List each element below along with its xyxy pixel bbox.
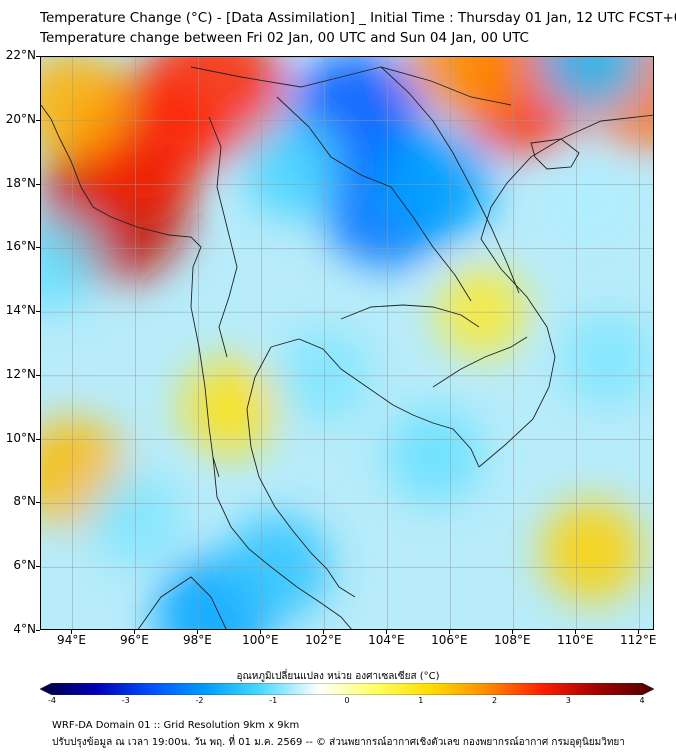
field-anomaly-21	[548, 156, 636, 245]
border-laos-vietnam	[380, 66, 520, 294]
lat-label-3: 16°N	[5, 239, 36, 254]
lat-label-2: 18°N	[5, 175, 36, 190]
field-anomaly-22	[41, 216, 99, 313]
lat-label-7: 8°N	[13, 494, 36, 509]
border-thai-cambodia	[340, 304, 480, 328]
coastline-peninsula-west	[212, 456, 352, 629]
lon-tick-2	[197, 630, 199, 634]
lat-tick-3	[36, 247, 40, 249]
field-anomaly-6	[406, 57, 526, 117]
border-china	[190, 66, 512, 106]
lon-tick-0	[71, 630, 73, 634]
coastline-hainan	[530, 138, 580, 170]
field-anomaly-20	[561, 313, 653, 407]
temperature-change-map	[41, 57, 653, 629]
coastline-peninsula-east	[246, 346, 356, 598]
field-anomaly-2	[145, 57, 284, 158]
border-thai-myanmar	[208, 116, 238, 358]
field-anomaly-10	[541, 500, 643, 603]
lat-tick-9	[36, 630, 40, 631]
lon-tick-9	[638, 630, 640, 634]
field-anomaly-8	[181, 359, 278, 456]
lon-tick-6	[449, 630, 451, 634]
lon-tick-5	[386, 630, 388, 634]
colorbar-label: อุณหภูมิเปลี่ยนแปลง หน่วย องศาเซลเซียส (…	[236, 671, 440, 682]
lon-label-3: 100°E	[242, 633, 279, 647]
footer-credits: ปรับปรุงข้อมูล ณ เวลา 19:00น. วัน พฤ. ที…	[52, 737, 625, 748]
lat-lon-grid	[41, 57, 653, 629]
lon-label-6: 106°E	[431, 633, 468, 647]
lat-tick-2	[36, 183, 40, 185]
coastline-vietnam	[478, 114, 653, 468]
lon-label-0: 94°E	[57, 633, 86, 647]
colorbar	[39, 680, 655, 696]
coastline-myanmar	[41, 104, 220, 478]
colorbar-tick-0: -4	[48, 696, 56, 705]
lat-tick-0	[36, 56, 40, 57]
colorbar-tick-2: -2	[195, 696, 204, 705]
lon-label-7: 108°E	[494, 633, 531, 647]
lon-label-9: 112°E	[620, 633, 657, 647]
colorbar-tick-7: 3	[565, 696, 571, 705]
lat-tick-6	[36, 438, 40, 440]
lon-tick-7	[512, 630, 514, 634]
coastline-gulf-east	[270, 338, 480, 468]
field-anomaly-3	[41, 57, 128, 160]
colorbar-tick-6: 2	[491, 696, 498, 705]
colorbar-tick-4: 0	[344, 696, 350, 705]
field-anomaly-18	[386, 407, 483, 504]
lat-tick-1	[36, 119, 40, 121]
coastline-sumatra	[137, 576, 227, 629]
footer-model-info: WRF-DA Domain 01 :: Grid Resolution 9km …	[52, 720, 300, 731]
temperature-field	[41, 57, 653, 629]
lon-label-1: 96°E	[120, 633, 149, 647]
colorbar-tick-3: -1	[269, 696, 278, 705]
lat-label-9: 4°N	[13, 622, 36, 636]
lon-label-5: 104°E	[368, 633, 405, 647]
map-panel	[40, 56, 654, 630]
colorbar-tick-8: 4	[639, 696, 645, 705]
lat-label-4: 14°N	[5, 303, 36, 318]
lat-label-6: 10°N	[5, 430, 36, 445]
colorbar-tick-1: -3	[121, 696, 130, 705]
border-cambodia-vietnam	[432, 336, 528, 388]
lon-tick-4	[323, 630, 325, 634]
lat-label-5: 12°N	[5, 366, 36, 381]
lon-tick-8	[575, 630, 577, 634]
field-anomaly-23	[537, 57, 648, 112]
coastlines-and-borders	[41, 66, 653, 629]
lon-label-4: 102°E	[305, 633, 342, 647]
map-title: Temperature Change (°C) - [Data Assimila…	[40, 10, 676, 26]
colorbar-tick-5: 1	[418, 696, 424, 705]
colorbar-gradient	[39, 682, 655, 696]
lat-tick-8	[36, 566, 40, 568]
lon-tick-3	[260, 630, 262, 634]
lat-tick-5	[36, 374, 40, 376]
lat-label-1: 20°N	[5, 111, 36, 126]
lon-tick-1	[134, 630, 136, 634]
lat-tick-4	[36, 311, 40, 313]
lat-label-0: 22°N	[5, 48, 36, 62]
lat-label-8: 6°N	[13, 558, 36, 573]
map-subtitle: Temperature change between Fri 02 Jan, 0…	[40, 30, 529, 46]
lat-tick-7	[36, 502, 40, 504]
field-anomaly-14	[242, 117, 344, 220]
lon-label-2: 98°E	[182, 633, 212, 647]
border-thai-laos	[276, 96, 472, 302]
lon-label-8: 110°E	[557, 633, 594, 647]
